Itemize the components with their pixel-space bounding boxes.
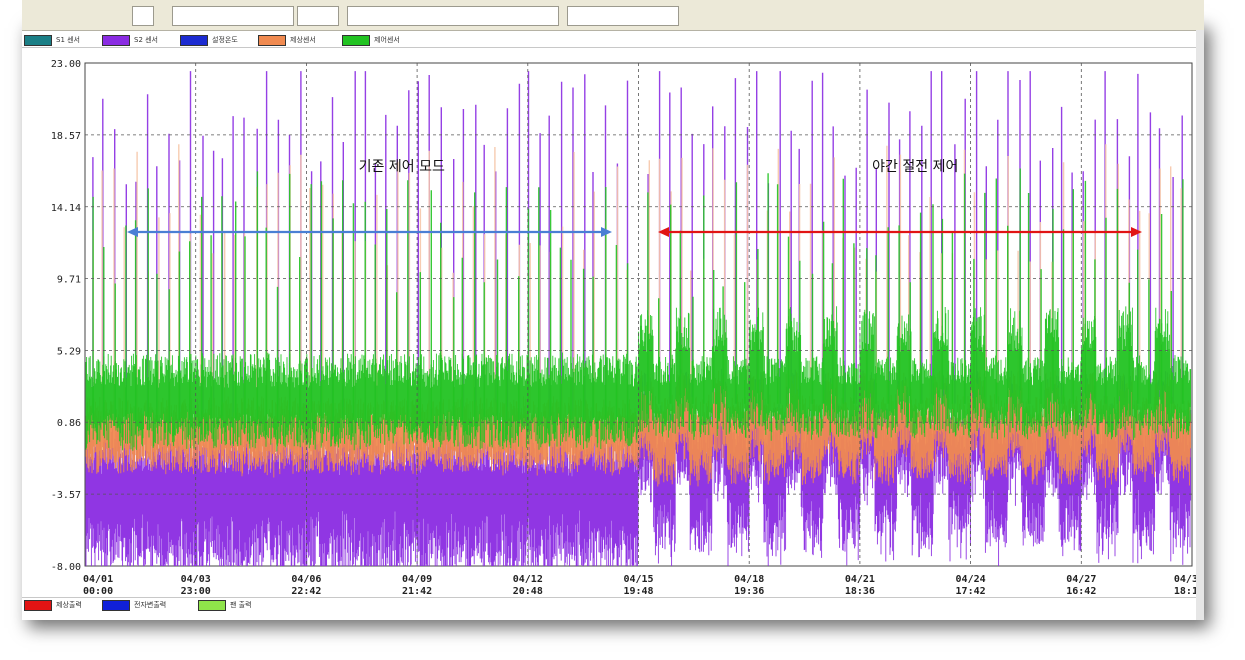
x-tick-date: 04/21	[845, 574, 875, 585]
y-tick-label: 9.71	[57, 275, 81, 286]
x-tick-time: 19:36	[734, 586, 764, 596]
legend-top-label: 제상센서	[290, 36, 316, 44]
legend-top-swatch	[102, 34, 130, 46]
toolbar-field-a[interactable]	[132, 6, 154, 26]
legend-top-label: 설정온도	[212, 36, 238, 44]
x-tick-date: 04/09	[402, 574, 432, 585]
x-tick-date: 04/18	[734, 574, 764, 585]
legend-top-item-0: S1 센서	[24, 34, 81, 46]
x-tick-date: 04/12	[513, 574, 543, 585]
annotation-left: 기존 제어 모드	[359, 159, 445, 175]
x-tick-time: 00:00	[83, 586, 113, 596]
arrow-left-head-right	[601, 227, 612, 237]
legend-bottom-label: 팬 출력	[230, 601, 252, 609]
legend-top-item-1: S2 센서	[102, 34, 159, 46]
x-tick-time: 16:42	[1066, 586, 1096, 596]
chart-area: 23.00 18.57 14.14 9.71 5.29 0.86 -3.57 -8.00 04/…	[22, 48, 1204, 596]
x-tick-time: 19:48	[623, 586, 653, 596]
legend-top-label: S1 센서	[56, 36, 81, 44]
legend-bottom-swatch	[198, 599, 226, 611]
y-tick-label: 23.00	[51, 59, 81, 70]
toolbar-field-c[interactable]	[347, 6, 559, 26]
y-tick-label: 0.86	[57, 418, 81, 429]
toolbar-field-b[interactable]	[172, 6, 294, 26]
legend-top-swatch	[342, 34, 370, 46]
x-tick-time: 23:00	[181, 586, 211, 596]
legend-bottom-label: 전자변출력	[134, 601, 167, 609]
x-tick-time: 17:42	[956, 586, 986, 596]
toolbar	[22, 0, 1204, 31]
legend-top: S1 센서 S2 센서 설정온도 제상센서 제어센서	[22, 33, 1204, 48]
annotation-right: 야간 절전 제어	[872, 159, 958, 175]
legend-top-swatch	[258, 34, 286, 46]
chart-svg: 23.0018.5714.149.715.290.86-3.57-8.0004/…	[51, 59, 1204, 596]
toolbar-field-d[interactable]	[567, 6, 679, 26]
toolbar-button[interactable]	[297, 6, 339, 26]
legend-bottom-item-2: 팬 출력	[198, 599, 252, 611]
legend-bottom-swatch	[24, 599, 52, 611]
legend-top-label: S2 센서	[134, 36, 159, 44]
x-tick-time: 20:48	[513, 586, 543, 596]
x-tick-date: 04/24	[956, 574, 986, 585]
x-tick-date: 04/01	[83, 574, 113, 585]
legend-bottom-swatch	[102, 599, 130, 611]
x-tick-date: 04/06	[291, 574, 321, 585]
legend-top-item-3: 제상센서	[258, 34, 316, 46]
window-edge	[1196, 30, 1204, 620]
y-tick-label: 5.29	[57, 346, 81, 357]
x-tick-date: 04/27	[1066, 574, 1096, 585]
legend-top-item-2: 설정온도	[180, 34, 238, 46]
y-tick-label: -8.00	[51, 562, 81, 573]
series-control-spikes	[92, 168, 1184, 420]
legend-top-swatch	[24, 34, 52, 46]
y-tick-label: -3.57	[51, 490, 81, 501]
y-tick-label: 14.14	[51, 203, 81, 214]
x-tick-time: 22:42	[291, 586, 321, 596]
legend-bottom-item-0: 제상출력	[24, 599, 82, 611]
y-tick-label: 18.57	[51, 131, 81, 142]
arrow-right-head-right	[1131, 227, 1142, 237]
x-tick-date: 04/15	[623, 574, 653, 585]
legend-top-label: 제어센서	[374, 36, 400, 44]
x-tick-time: 18:12	[1174, 586, 1204, 596]
legend-top-swatch	[180, 34, 208, 46]
x-tick-time: 21:42	[402, 586, 432, 596]
x-tick-date: 04/30	[1174, 574, 1204, 585]
arrow-left-head-left	[127, 227, 138, 237]
legend-bottom: 제상출력 전자변출력 팬 출력	[22, 597, 1204, 611]
arrow-right-head-left	[658, 227, 669, 237]
x-tick-date: 04/03	[181, 574, 211, 585]
legend-bottom-label: 제상출력	[56, 601, 82, 609]
legend-top-item-4: 제어센서	[342, 34, 400, 46]
legend-bottom-item-1: 전자변출력	[102, 599, 167, 611]
x-tick-time: 18:36	[845, 586, 875, 596]
